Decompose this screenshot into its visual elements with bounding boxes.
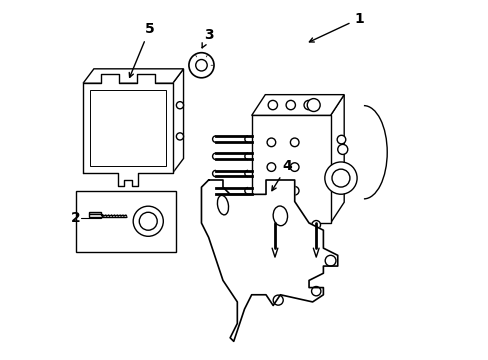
- Circle shape: [337, 144, 347, 154]
- Polygon shape: [89, 212, 101, 215]
- Circle shape: [311, 287, 320, 296]
- Circle shape: [133, 206, 163, 236]
- Circle shape: [311, 221, 320, 229]
- Circle shape: [336, 174, 345, 183]
- Circle shape: [270, 221, 279, 229]
- Circle shape: [176, 133, 183, 140]
- Polygon shape: [83, 74, 172, 186]
- Circle shape: [290, 186, 298, 195]
- Circle shape: [324, 162, 356, 194]
- Text: 5: 5: [129, 22, 154, 77]
- Bar: [251, 116, 330, 223]
- Circle shape: [331, 169, 349, 187]
- Circle shape: [285, 100, 295, 110]
- Circle shape: [139, 212, 157, 230]
- Circle shape: [266, 138, 275, 147]
- Polygon shape: [172, 69, 183, 173]
- Bar: [76, 191, 176, 252]
- Ellipse shape: [217, 195, 228, 215]
- Circle shape: [290, 163, 298, 171]
- Text: 2: 2: [71, 211, 81, 225]
- Text: 3: 3: [202, 28, 213, 48]
- Circle shape: [336, 135, 345, 144]
- Bar: [89, 90, 166, 166]
- Polygon shape: [251, 95, 344, 116]
- Polygon shape: [330, 95, 344, 223]
- Ellipse shape: [273, 206, 287, 226]
- Circle shape: [266, 186, 275, 195]
- Circle shape: [273, 295, 283, 305]
- Text: 1: 1: [309, 12, 364, 42]
- Polygon shape: [83, 69, 183, 83]
- Circle shape: [306, 99, 320, 112]
- Polygon shape: [88, 215, 102, 217]
- Circle shape: [195, 59, 207, 71]
- Text: 4: 4: [271, 159, 292, 191]
- Circle shape: [325, 255, 335, 266]
- Circle shape: [304, 100, 313, 110]
- Polygon shape: [201, 180, 337, 341]
- Circle shape: [176, 102, 183, 109]
- Circle shape: [267, 100, 277, 110]
- Circle shape: [290, 138, 298, 147]
- Circle shape: [188, 53, 214, 78]
- Circle shape: [266, 163, 275, 171]
